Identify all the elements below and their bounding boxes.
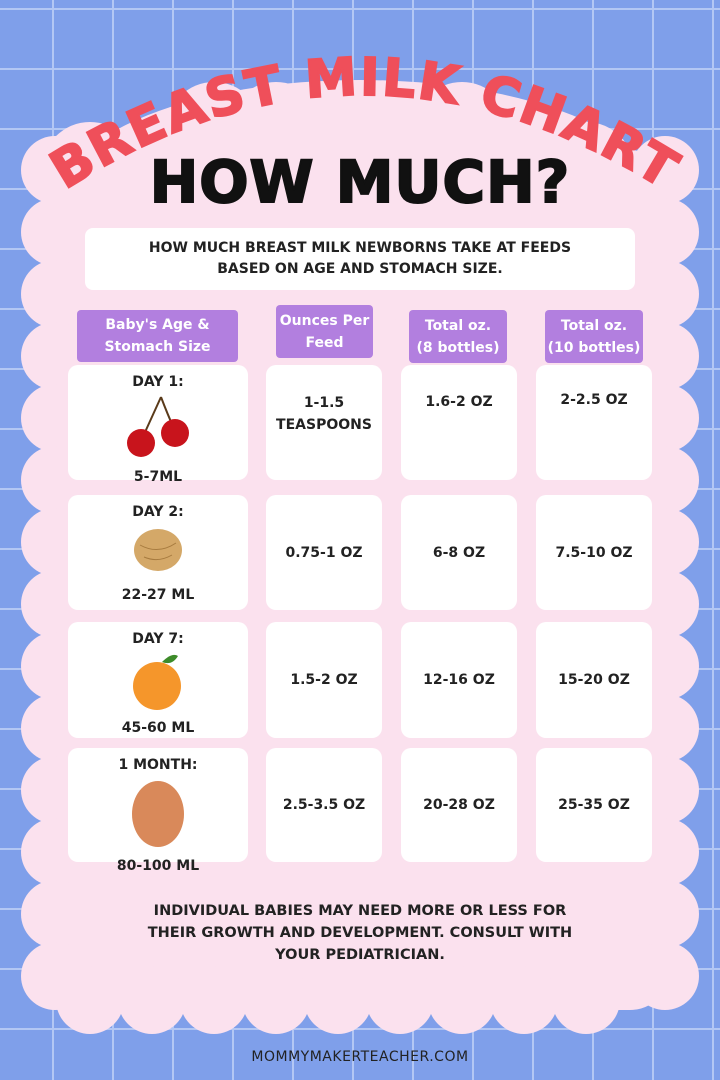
- footer-line: YOUR PEDIATRICIAN.: [275, 947, 445, 963]
- age-cell: 1 MONTH: 80-100 ML: [68, 748, 248, 874]
- age-label: DAY 7:: [132, 631, 184, 647]
- age-label: DAY 2:: [132, 504, 184, 520]
- footer-line: THEIR GROWTH AND DEVELOPMENT. CONSULT WI…: [147, 925, 573, 941]
- walnut-icon: [130, 525, 186, 582]
- total-8-cell: 6-8 OZ: [401, 495, 517, 610]
- page-heading: HOW MUCH?: [149, 147, 571, 217]
- age-cell: DAY 7: 45-60 ML: [68, 622, 248, 738]
- stomach-size: 45-60 ML: [121, 720, 195, 736]
- cherry-icon: [123, 393, 193, 466]
- column-header: Ounces Per Feed: [276, 305, 373, 358]
- total-10-cell: 7.5-10 OZ: [536, 495, 652, 610]
- stomach-size: 80-100 ML: [116, 858, 200, 874]
- column-header: Total oz. (8 bottles): [409, 310, 507, 363]
- subtitle-line: BASED ON AGE AND STOMACH SIZE.: [217, 261, 503, 277]
- column-header: Baby's Age & Stomach Size: [77, 310, 238, 362]
- footer-line: INDIVIDUAL BABIES MAY NEED MORE OR LESS …: [153, 903, 567, 919]
- per-feed-cell: 1-1.5 TEASPOONS: [266, 365, 382, 480]
- total-10-cell: 2-2.5 OZ: [536, 365, 652, 480]
- total-8-cell: 12-16 OZ: [401, 622, 517, 738]
- age-cell: DAY 1: 5-7ML: [68, 365, 248, 485]
- age-label: 1 MONTH:: [118, 757, 198, 773]
- total-10-cell: 25-35 OZ: [536, 748, 652, 862]
- per-feed-cell: 2.5-3.5 OZ: [266, 748, 382, 862]
- total-8-cell: 1.6-2 OZ: [401, 365, 517, 480]
- per-feed-cell: 0.75-1 OZ: [266, 495, 382, 610]
- website-url: MOMMYMAKERTEACHER.COM: [251, 1049, 469, 1065]
- subtitle-box: HOW MUCH BREAST MILK NEWBORNS TAKE AT FE…: [85, 228, 635, 290]
- footer-note: INDIVIDUAL BABIES MAY NEED MORE OR LESS …: [120, 900, 600, 966]
- age-cell: DAY 2: 22-27 ML: [68, 495, 248, 610]
- total-10-cell: 15-20 OZ: [536, 622, 652, 738]
- age-label: DAY 1:: [132, 374, 184, 390]
- total-8-cell: 20-28 OZ: [401, 748, 517, 862]
- stomach-size: 22-27 ML: [121, 587, 195, 603]
- column-header: Total oz. (10 bottles): [545, 310, 643, 363]
- stomach-size: 5-7ML: [133, 469, 183, 485]
- egg-icon: [130, 776, 186, 855]
- per-feed-cell: 1.5-2 OZ: [266, 622, 382, 738]
- apricot-icon: [128, 650, 188, 717]
- subtitle-line: HOW MUCH BREAST MILK NEWBORNS TAKE AT FE…: [148, 240, 572, 256]
- title-arc: BREAST MILK CHART: [39, 46, 688, 202]
